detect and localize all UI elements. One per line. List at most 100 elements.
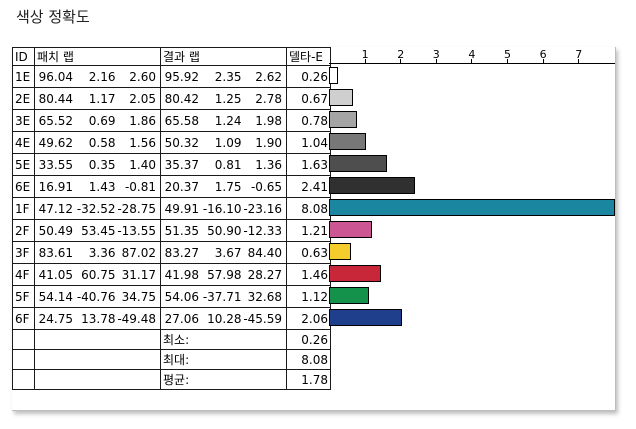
axis-tick-label: 6 <box>539 48 547 61</box>
result-lab-value: 1.90 <box>255 135 282 150</box>
row-id: 6E <box>12 175 35 198</box>
result-lab-value: 57.98 <box>207 267 242 282</box>
patch-lab-value: -49.48 <box>117 311 156 326</box>
patch-lab-cell: 24.75 13.78 -49.48 <box>34 307 161 330</box>
delta-e-value: 2.41 <box>286 175 331 198</box>
axis-tick-label: 7 <box>575 48 583 61</box>
patch-lab-value: 49.62 <box>38 135 73 150</box>
result-lab-cell: 41.98 57.98 28.27 <box>160 263 287 286</box>
row-id: 5E <box>12 153 35 176</box>
patch-lab-value: 80.44 <box>38 91 73 106</box>
stat-value: 1.78 <box>286 369 331 390</box>
patch-lab-value: 2.05 <box>129 91 156 106</box>
delta-e-bar-6f <box>329 308 403 326</box>
result-lab-value: 49.91 <box>164 201 199 216</box>
axis-tick-mark <box>507 59 508 63</box>
delta-e-bar-5e <box>329 154 388 172</box>
stat-label: 최소: <box>160 329 287 350</box>
table-row: 6F 24.75 13.78 -49.48 27.06 10.28 -45.59 2.06 <box>12 307 331 330</box>
table-row: 5F 54.14 -40.76 34.75 54.06 -37.71 32.68 1.12 <box>12 285 331 308</box>
result-lab-cell: 65.58 1.24 1.98 <box>160 109 287 132</box>
patch-lab-value: 0.58 <box>88 135 116 150</box>
result-lab-value: -45.59 <box>243 311 282 326</box>
empty-cell <box>12 329 35 350</box>
table-row: 4E 49.62 0.58 1.56 50.32 1.09 1.90 1.04 <box>12 131 331 154</box>
row-id: 5F <box>12 285 35 308</box>
header-result-lab: 결과 랩 <box>160 47 287 66</box>
result-lab-value: 35.37 <box>164 157 199 172</box>
result-lab-value: 80.42 <box>164 91 199 106</box>
patch-lab-value: 16.91 <box>38 179 73 194</box>
result-lab-cell: 95.92 2.35 2.62 <box>160 65 287 88</box>
empty-cell <box>34 329 161 350</box>
delta-e-bar-2e <box>329 88 353 106</box>
delta-e-value: 1.21 <box>286 219 331 242</box>
patch-lab-value: 1.86 <box>129 113 156 128</box>
patch-lab-value: 3.36 <box>88 245 116 260</box>
table-row: 1F 47.12 -32.52 -28.75 49.91 -16.10 -23.16 8.08 <box>12 197 331 220</box>
axis-tick-label: 2 <box>397 48 405 61</box>
patch-lab-cell: 49.62 0.58 1.56 <box>34 131 161 154</box>
axis-tick-mark <box>471 59 473 63</box>
result-lab-value: 28.27 <box>247 267 282 282</box>
row-id: 1E <box>12 65 35 88</box>
result-lab-value: 32.68 <box>247 289 282 304</box>
table-row: 2E 80.44 1.17 2.05 80.42 1.25 2.78 0.67 <box>12 87 331 110</box>
delta-e-bar-1f <box>329 198 615 216</box>
patch-lab-value: 96.04 <box>38 69 73 84</box>
patch-lab-value: 33.55 <box>38 157 73 172</box>
table-row: 3F 83.61 3.36 87.02 83.27 3.67 84.40 0.63 <box>12 241 331 264</box>
result-lab-value: -16.10 <box>202 201 242 216</box>
empty-cell <box>12 369 35 390</box>
patch-lab-cell: 65.52 0.69 1.86 <box>34 109 161 132</box>
delta-e-bar-2f <box>329 220 373 238</box>
result-lab-cell: 54.06 -37.71 32.68 <box>160 285 287 308</box>
patch-lab-cell: 16.91 1.43 -0.81 <box>34 175 161 198</box>
patch-lab-value: 1.40 <box>129 157 156 172</box>
result-lab-value: 1.25 <box>214 91 242 106</box>
patch-lab-value: 1.17 <box>88 91 116 106</box>
result-lab-value: 10.28 <box>207 311 242 326</box>
patch-lab-value: 83.61 <box>38 245 73 260</box>
patch-lab-cell: 41.05 60.75 31.17 <box>34 263 161 286</box>
result-lab-value: 0.81 <box>214 157 242 172</box>
row-id: 2F <box>12 219 35 242</box>
axis-tick-label: 3 <box>432 48 440 61</box>
table-row: 1E 96.04 2.16 2.60 95.92 2.35 2.62 0.26 <box>12 65 331 88</box>
color-accuracy-panel: ID 패치 랩 결과 랩 델타-E 1E 96.04 2.16 2.60 95.92 2.… <box>12 47 616 411</box>
result-lab-cell: 20.37 1.75 -0.65 <box>160 175 287 198</box>
result-lab-value: 1.09 <box>214 135 242 150</box>
patch-lab-value: -13.55 <box>117 223 156 238</box>
patch-lab-value: 0.69 <box>88 113 116 128</box>
patch-lab-value: 50.49 <box>38 223 73 238</box>
axis-tick-label: 5 <box>504 48 511 61</box>
result-lab-cell: 80.42 1.25 2.78 <box>160 87 287 110</box>
delta-e-bar-4f <box>329 264 381 282</box>
patch-lab-value: 65.52 <box>38 113 73 128</box>
table-row: 5E 33.55 0.35 1.40 35.37 0.81 1.36 1.63 <box>12 153 331 176</box>
axis-tick-mark <box>435 59 437 63</box>
result-lab-value: 1.24 <box>214 113 242 128</box>
table-row: 3E 65.52 0.69 1.86 65.58 1.24 1.98 0.78 <box>12 109 331 132</box>
patch-lab-cell: 54.14 -40.76 34.75 <box>34 285 161 308</box>
patch-lab-cell: 50.49 53.45 -13.55 <box>34 219 161 242</box>
patch-lab-cell: 80.44 1.17 2.05 <box>34 87 161 110</box>
result-lab-cell: 50.32 1.09 1.90 <box>160 131 287 154</box>
stat-row: 최소: 0.26 <box>12 329 331 350</box>
result-lab-value: 65.58 <box>164 113 199 128</box>
patch-lab-value: 34.75 <box>121 289 156 304</box>
patch-lab-value: 0.35 <box>88 157 116 172</box>
result-lab-value: 95.92 <box>164 69 199 84</box>
result-lab-cell: 27.06 10.28 -45.59 <box>160 307 287 330</box>
stat-label: 최대: <box>160 349 287 370</box>
patch-lab-value: 54.14 <box>38 289 73 304</box>
result-lab-value: 20.37 <box>164 179 199 194</box>
patch-lab-value: 87.02 <box>121 245 156 260</box>
delta-e-value: 0.63 <box>286 241 331 264</box>
patch-lab-value: 60.75 <box>81 267 116 282</box>
row-id: 2E <box>12 87 35 110</box>
result-lab-value: 1.75 <box>214 179 242 194</box>
result-lab-value: 2.62 <box>255 69 282 84</box>
table-row: 2F 50.49 53.45 -13.55 51.35 50.90 -12.33 1.21 <box>12 219 331 242</box>
delta-e-value: 0.26 <box>286 65 331 88</box>
